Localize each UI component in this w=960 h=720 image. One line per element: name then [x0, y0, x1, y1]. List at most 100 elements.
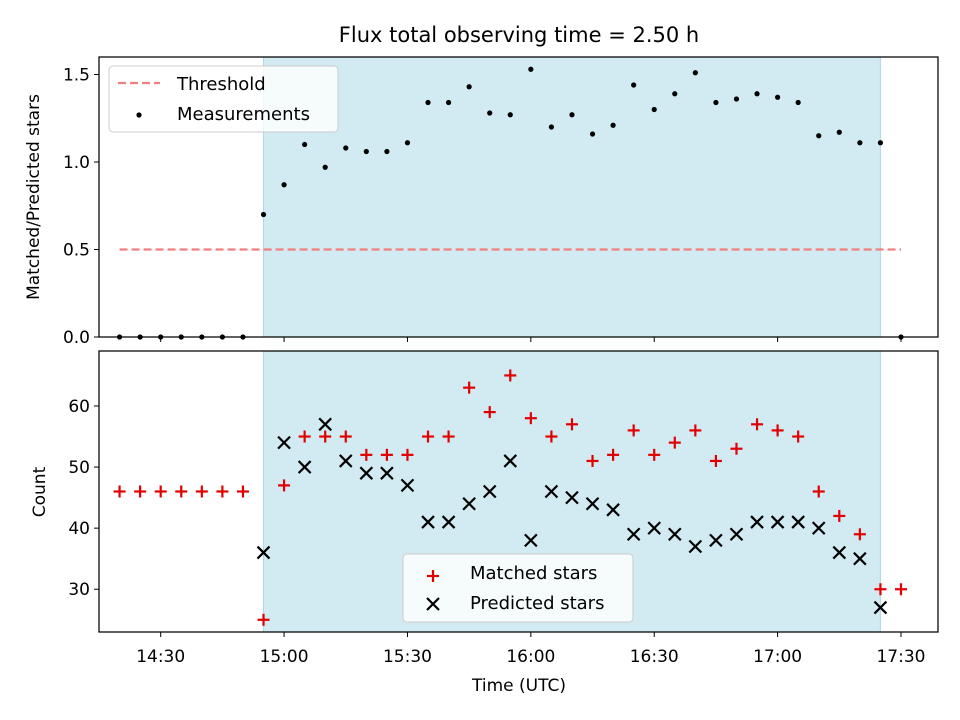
predicted-marker-stroke: [647, 521, 661, 535]
matched-star-point: [422, 430, 435, 443]
predicted-marker-stroke: [359, 466, 374, 480]
predicted-marker-stroke: [585, 496, 600, 511]
predicted-marker-stroke: [338, 454, 353, 468]
predicted-marker-stroke: [750, 515, 764, 529]
matched-star-point: [113, 485, 126, 498]
matched-star-point: [709, 454, 722, 467]
predicted-marker-stroke: [482, 484, 497, 499]
predicted-star-point: [400, 478, 415, 493]
y-tick-label: 60: [68, 397, 90, 417]
matched-star-point: [339, 430, 352, 443]
y-tick-label: 0.0: [63, 328, 90, 348]
ratio-legend-box: [108, 65, 339, 133]
measurement-point: [589, 131, 596, 137]
measurements-legend-swatch: [136, 112, 142, 118]
x-tick-label: 14:30: [136, 647, 185, 667]
matched-star-point: [442, 430, 455, 443]
measurement-point: [857, 140, 863, 146]
count-legend-box: [402, 553, 634, 623]
measurement-point: [507, 112, 513, 118]
predicted-marker-stroke: [626, 527, 641, 542]
matched-star-point: [216, 485, 229, 498]
predicted-star-point: [421, 515, 435, 529]
matched-star-point: [771, 424, 784, 437]
predicted-marker-stroke: [668, 527, 682, 542]
y-tick-label: 1.5: [63, 66, 90, 86]
matched-legend-label: Matched stars: [470, 563, 597, 584]
measurement-point: [692, 70, 698, 76]
measurement-point: [836, 129, 842, 135]
predicted-marker-stroke: [441, 515, 456, 529]
ratio-panel-frame: [98, 56, 939, 338]
predicted-star-point: [297, 460, 312, 474]
predicted-marker-stroke: [729, 527, 744, 542]
y-tick-label: 40: [68, 519, 90, 539]
measurement-point: [528, 66, 534, 72]
matched-star-point: [565, 418, 578, 431]
measurements-legend-label: Measurements: [177, 104, 310, 125]
matched-star-point: [380, 448, 393, 461]
matched-star-point: [360, 448, 373, 461]
predicted-star-point: [441, 515, 456, 529]
predicted-marker-stroke: [770, 515, 785, 529]
predicted-star-point: [462, 496, 476, 511]
x-tick-label: 16:30: [630, 647, 679, 667]
predicted-star-point: [770, 515, 785, 529]
matched-star-point: [792, 430, 805, 443]
y-tick-label: 0.5: [63, 241, 90, 261]
measurement-point: [733, 96, 740, 102]
matched-star-point: [648, 448, 661, 461]
predicted-star-point: [626, 527, 641, 542]
predicted-star-point: [524, 533, 538, 548]
x-tick-label: 17:00: [753, 647, 802, 667]
predicted-legend-swatch: [426, 597, 440, 611]
matched-star-point: [730, 442, 743, 455]
predicted-marker-stroke: [503, 454, 518, 468]
y-tick-label: 1.0: [63, 153, 90, 173]
count-panel: 30 40 50 60 14:30 15:00 15:30 16:00 16:30 17:00 1…: [30, 350, 939, 696]
predicted-marker-stroke: [297, 460, 312, 474]
matched-star-point: [833, 509, 846, 522]
measurement-point: [281, 182, 287, 188]
matched-star-point: [319, 430, 332, 443]
measurement-point: [672, 91, 678, 97]
predicted-marker-stroke: [873, 600, 888, 615]
matched-star-point: [154, 485, 167, 498]
predicted-star-point: [832, 545, 847, 560]
predicted-marker-stroke: [688, 539, 703, 554]
matched-star-point: [853, 528, 866, 541]
predicted-star-point: [811, 521, 826, 535]
measurement-point: [754, 91, 760, 97]
predicted-star-point: [791, 515, 805, 529]
matched-star-point: [689, 424, 702, 437]
matched-star-point: [257, 613, 270, 626]
predicted-star-point: [380, 466, 394, 480]
predicted-star-point: [873, 600, 888, 615]
predicted-marker-stroke: [524, 533, 538, 548]
measurement-point: [569, 112, 575, 118]
measurement-point: [322, 164, 328, 170]
matched-star-point: [627, 424, 640, 437]
measurement-point: [425, 99, 431, 106]
predicted-marker-stroke: [256, 545, 271, 560]
matched-star-point: [545, 430, 558, 443]
predicted-marker-stroke: [421, 515, 435, 529]
predicted-star-point: [277, 435, 291, 450]
matched-star-point: [894, 583, 907, 596]
matched-star-point: [668, 436, 681, 449]
measurement-point: [631, 82, 637, 88]
matched-star-point: [812, 485, 825, 498]
measurement-point: [795, 99, 801, 106]
matched-star-point: [236, 485, 249, 498]
y-tick-label: 50: [68, 458, 90, 478]
x-axis-label: Time (UTC): [471, 676, 566, 696]
measurement-point: [445, 99, 452, 106]
x-tick-label: 15:30: [383, 647, 432, 667]
predicted-marker-stroke: [709, 533, 723, 548]
matched-star-point: [751, 418, 764, 431]
matched-star-point: [401, 448, 414, 461]
x-tick-label: 17:30: [876, 647, 925, 667]
matched-star-point: [278, 479, 291, 492]
matched-star-point: [483, 406, 496, 419]
